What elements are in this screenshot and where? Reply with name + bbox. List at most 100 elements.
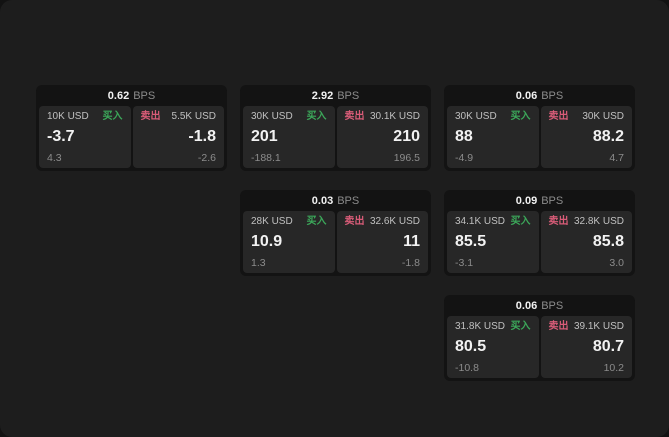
buy-panel[interactable]: 30K USD 买入 201 -188.1 [243,106,335,168]
bps-unit: BPS [337,194,360,207]
buy-size-label: 34.1K USD [455,216,506,227]
buy-panel-header: 28K USD 买入 [251,217,327,227]
buy-tag: 买入 [102,111,123,122]
sell-size-label: 39.1K USD [573,321,624,332]
sell-size-label: 5.5K USD [171,111,216,122]
buy-size-label: 30K USD [251,111,293,122]
bps-unit: BPS [541,89,564,102]
buy-panel[interactable]: 10K USD 买入 -3.7 4.3 [39,106,131,168]
buy-tag: 买入 [510,216,531,227]
buy-change: -3.1 [455,256,474,269]
buy-change: -188.1 [251,151,281,164]
quote-card: 0.62 BPS 10K USD 买入 -3.7 4.3 卖出 5.5K USD… [36,85,227,171]
sell-panel[interactable]: 卖出 32.6K USD 11 -1.8 [336,211,428,273]
buy-panel-header: 30K USD 买入 [455,112,531,122]
buy-tag: 买入 [306,111,327,122]
buy-tag: 买入 [306,216,327,227]
bps-value: 2.92 [311,89,334,102]
sell-change: 3.0 [609,256,624,269]
sell-change: 4.7 [609,151,624,164]
buy-panel-header: 31.8K USD 买入 [455,322,531,332]
sell-panel-header: 卖出 30K USD [549,112,625,122]
quote-card: 0.03 BPS 28K USD 买入 10.9 1.3 卖出 32.6K US… [240,190,431,276]
quote-card: 0.09 BPS 34.1K USD 买入 85.5 -3.1 卖出 32.8K… [444,190,635,276]
card-body: 30K USD 买入 88 -4.9 卖出 30K USD 88.2 4.7 [444,106,635,171]
buy-price: 10.9 [251,233,283,251]
sell-change: 196.5 [393,151,420,164]
sell-panel-header: 卖出 5.5K USD [141,112,217,122]
card-body: 28K USD 买入 10.9 1.3 卖出 32.6K USD 11 -1.8 [240,211,431,276]
buy-panel[interactable]: 28K USD 买入 10.9 1.3 [243,211,335,273]
buy-panel-header: 34.1K USD 买入 [455,217,531,227]
quote-card: 2.92 BPS 30K USD 买入 201 -188.1 卖出 30.1K … [240,85,431,171]
bps-unit: BPS [337,89,360,102]
sell-panel-header: 卖出 32.6K USD [345,217,421,227]
sell-panel[interactable]: 卖出 30.1K USD 210 196.5 [336,106,428,168]
sell-change: -1.8 [401,256,420,269]
sell-panel-header: 卖出 39.1K USD [549,322,625,332]
sell-size-label: 30K USD [582,111,624,122]
buy-size-label: 31.8K USD [455,321,506,332]
buy-price: 201 [251,128,278,146]
card-header: 0.09 BPS [444,190,635,211]
buy-size-label: 10K USD [47,111,89,122]
bps-value: 0.06 [515,89,538,102]
sell-price: 11 [403,233,420,251]
card-header: 0.62 BPS [36,85,227,106]
bps-unit: BPS [133,89,156,102]
sell-tag: 卖出 [548,111,569,122]
buy-size-label: 28K USD [251,216,293,227]
sell-size-label: 32.8K USD [573,216,624,227]
card-header: 0.06 BPS [444,85,635,106]
sell-panel[interactable]: 卖出 39.1K USD 80.7 10.2 [540,316,632,378]
bps-value: 0.62 [107,89,130,102]
sell-tag: 卖出 [548,216,569,227]
card-header: 2.92 BPS [240,85,431,106]
sell-change: -2.6 [197,151,216,164]
sell-price: -1.8 [188,128,216,146]
buy-price: 85.5 [455,233,487,251]
bps-unit: BPS [541,194,564,207]
sell-tag: 卖出 [140,111,161,122]
buy-tag: 买入 [510,111,531,122]
card-grid: 0.62 BPS 10K USD 买入 -3.7 4.3 卖出 5.5K USD… [36,85,636,385]
card-body: 30K USD 买入 201 -188.1 卖出 30.1K USD 210 1… [240,106,431,171]
buy-panel-header: 30K USD 买入 [251,112,327,122]
buy-panel[interactable]: 31.8K USD 买入 80.5 -10.8 [447,316,539,378]
buy-panel[interactable]: 30K USD 买入 88 -4.9 [447,106,539,168]
buy-size-label: 30K USD [455,111,497,122]
buy-change: 1.3 [251,256,266,269]
bps-value: 0.09 [515,194,538,207]
bps-value: 0.03 [311,194,334,207]
bps-unit: BPS [541,299,564,312]
card-header: 0.06 BPS [444,295,635,316]
quote-card: 0.06 BPS 31.8K USD 买入 80.5 -10.8 卖出 39.1… [444,295,635,381]
card-body: 34.1K USD 买入 85.5 -3.1 卖出 32.8K USD 85.8… [444,211,635,276]
sell-panel[interactable]: 卖出 30K USD 88.2 4.7 [540,106,632,168]
sell-price: 80.7 [592,338,624,356]
sell-tag: 卖出 [548,321,569,332]
card-body: 10K USD 买入 -3.7 4.3 卖出 5.5K USD -1.8 -2.… [36,106,227,171]
sell-panel[interactable]: 卖出 32.8K USD 85.8 3.0 [540,211,632,273]
sell-tag: 卖出 [344,216,365,227]
sell-price: 85.8 [592,233,624,251]
sell-size-label: 30.1K USD [369,111,420,122]
buy-change: -10.8 [455,361,479,374]
buy-change: 4.3 [47,151,62,164]
buy-price: -3.7 [47,128,75,146]
sell-tag: 卖出 [344,111,365,122]
buy-price: 80.5 [455,338,487,356]
sell-panel[interactable]: 卖出 5.5K USD -1.8 -2.6 [132,106,224,168]
buy-change: -4.9 [455,151,474,164]
card-body: 31.8K USD 买入 80.5 -10.8 卖出 39.1K USD 80.… [444,316,635,381]
buy-tag: 买入 [510,321,531,332]
buy-panel-header: 10K USD 买入 [47,112,123,122]
buy-price: 88 [455,128,473,146]
sell-price: 210 [393,128,420,146]
buy-panel[interactable]: 34.1K USD 买入 85.5 -3.1 [447,211,539,273]
sell-price: 88.2 [592,128,624,146]
quote-card: 0.06 BPS 30K USD 买入 88 -4.9 卖出 30K USD 8… [444,85,635,171]
sell-panel-header: 卖出 32.8K USD [549,217,625,227]
sell-size-label: 32.6K USD [369,216,420,227]
